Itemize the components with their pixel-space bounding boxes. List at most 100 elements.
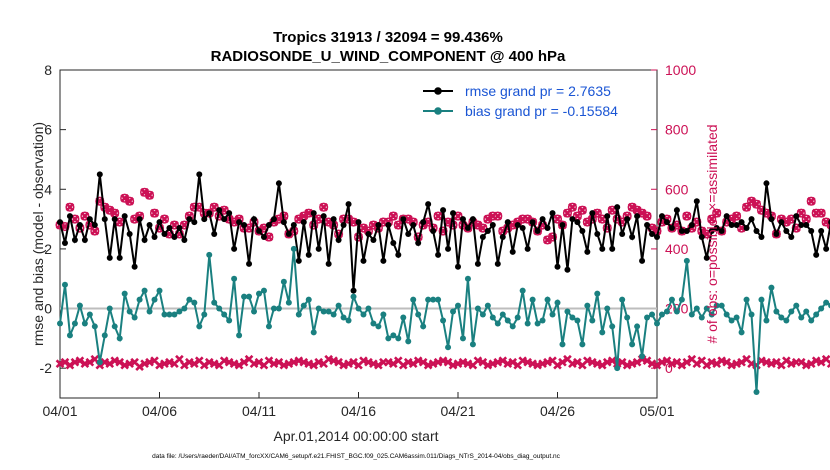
bias-point bbox=[226, 317, 233, 324]
bias-point bbox=[260, 287, 267, 294]
obs-assimilated-point bbox=[403, 214, 413, 224]
bias-point bbox=[649, 311, 656, 318]
rmse-point bbox=[504, 219, 511, 226]
rmse-point bbox=[236, 219, 243, 226]
obs-possible-point bbox=[707, 214, 717, 224]
obs-assimilated-point bbox=[747, 196, 756, 206]
rmse-point bbox=[818, 228, 825, 235]
rmse-point bbox=[285, 231, 292, 237]
legend-box bbox=[418, 76, 654, 122]
obs-assimilated-point bbox=[443, 357, 453, 367]
bias-point bbox=[171, 311, 178, 318]
obs-assimilated-point bbox=[772, 357, 781, 367]
bias-point bbox=[375, 323, 382, 330]
rmse-point bbox=[315, 245, 322, 252]
bias-point bbox=[509, 323, 516, 330]
bias-point bbox=[61, 281, 68, 288]
bias-point bbox=[365, 305, 372, 312]
obs-assimilated-point bbox=[478, 357, 488, 367]
obs-possible-point bbox=[567, 202, 577, 212]
bias-point bbox=[156, 287, 163, 294]
obs-possible-point bbox=[159, 214, 170, 224]
rmse-point bbox=[634, 213, 641, 220]
rmse-point bbox=[335, 236, 342, 243]
bias-point bbox=[569, 314, 576, 321]
legend-bias-label: bias grand pr = -0.15584 bbox=[465, 103, 618, 119]
bias-point bbox=[435, 296, 442, 303]
obs-assimilated-point bbox=[806, 196, 816, 206]
bias-point bbox=[459, 335, 466, 342]
obs-assimilated-point bbox=[389, 211, 398, 221]
obs-assimilated-point bbox=[493, 211, 503, 221]
bias-point bbox=[166, 311, 173, 318]
bias-point bbox=[66, 332, 73, 339]
bias-point bbox=[335, 302, 342, 309]
bias-point bbox=[415, 311, 422, 318]
obs-assimilated-point bbox=[642, 211, 652, 221]
bias-point bbox=[206, 251, 213, 258]
rmse-point bbox=[529, 219, 536, 226]
obs-assimilated-point bbox=[115, 357, 125, 367]
bias-point bbox=[654, 320, 660, 327]
rmse-point bbox=[813, 251, 820, 258]
obs-assimilated-point bbox=[821, 217, 830, 227]
left-tick-label: 8 bbox=[44, 62, 52, 78]
rmse-point bbox=[320, 213, 327, 220]
left-tick-label: -2 bbox=[40, 360, 53, 376]
obs-possible-point bbox=[438, 226, 448, 236]
bias-point bbox=[584, 302, 591, 309]
rmse-point bbox=[325, 260, 332, 267]
obs-assimilated-point bbox=[229, 217, 239, 227]
bias-point bbox=[350, 293, 357, 300]
obs-possible-point bbox=[533, 226, 543, 236]
rmse-point bbox=[206, 210, 213, 217]
obs-assimilated-point bbox=[349, 357, 358, 367]
rmse-point bbox=[703, 254, 710, 261]
rmse-point bbox=[260, 233, 267, 240]
obs-assimilated-point bbox=[652, 360, 662, 370]
obs-assimilated-point bbox=[568, 202, 577, 212]
bias-point bbox=[340, 314, 347, 321]
rmse-point bbox=[390, 239, 397, 246]
rmse-point bbox=[246, 260, 253, 267]
obs-assimilated-point bbox=[239, 357, 249, 367]
rmse-point bbox=[624, 216, 631, 223]
bias-point bbox=[778, 314, 785, 321]
rmse-point bbox=[803, 222, 810, 229]
bias-point bbox=[425, 296, 432, 303]
obs-possible-point bbox=[388, 211, 398, 221]
obs-assimilated-point bbox=[796, 357, 806, 367]
rmse-point bbox=[539, 216, 546, 223]
rmse-point bbox=[156, 219, 163, 226]
series-4-group bbox=[55, 354, 830, 372]
obs-assimilated-point bbox=[130, 214, 139, 224]
bias-point bbox=[310, 329, 317, 336]
rmse-point bbox=[773, 231, 780, 237]
rmse-point bbox=[738, 219, 745, 226]
obs-assimilated-point bbox=[299, 211, 309, 221]
bias-point bbox=[698, 314, 705, 321]
obs-assimilated-point bbox=[782, 356, 791, 366]
bias-point bbox=[395, 335, 402, 342]
obs-assimilated-point bbox=[433, 211, 443, 221]
obs-assimilated-point bbox=[145, 190, 154, 200]
rmse-point bbox=[256, 228, 262, 235]
rmse-point bbox=[166, 225, 173, 232]
rmse-point bbox=[808, 228, 815, 235]
obs-assimilated-point bbox=[264, 356, 274, 366]
bias-point bbox=[410, 296, 417, 303]
bias-point bbox=[211, 299, 218, 306]
rmse-point bbox=[564, 266, 571, 273]
bias-point bbox=[489, 314, 496, 321]
rmse-point bbox=[609, 245, 616, 252]
right-tick-label: 800 bbox=[665, 122, 689, 138]
rmse-point bbox=[86, 216, 93, 223]
bias-point bbox=[574, 317, 581, 324]
rmse-point bbox=[275, 180, 282, 187]
bias-point bbox=[708, 311, 715, 318]
bias-point bbox=[718, 302, 725, 309]
obs-assimilated-point bbox=[264, 232, 274, 242]
obs-assimilated-point bbox=[389, 359, 398, 369]
bias-point bbox=[624, 314, 631, 321]
